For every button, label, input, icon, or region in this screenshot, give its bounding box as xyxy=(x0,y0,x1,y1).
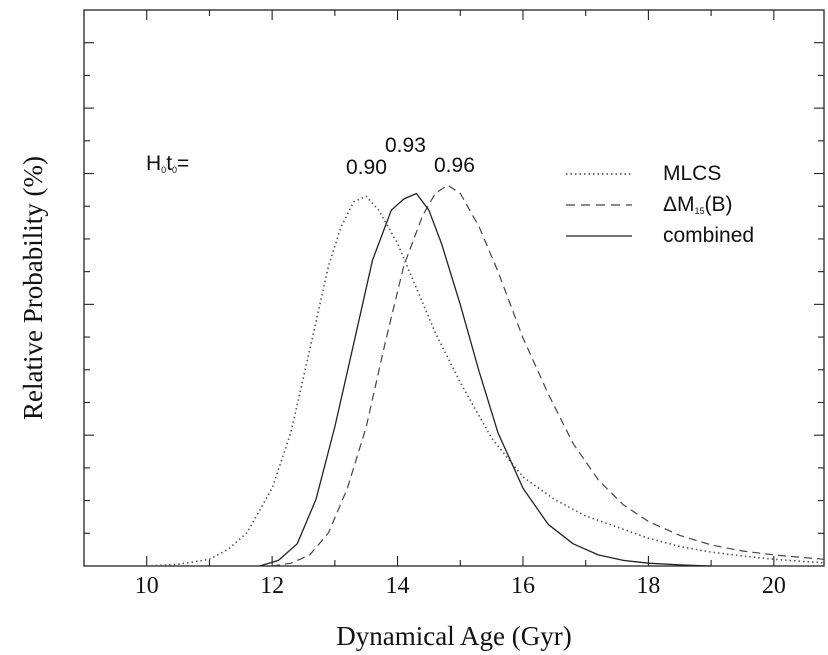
x-tick-labels: 10 12 14 16 18 20 xyxy=(135,573,786,599)
curves xyxy=(146,184,825,567)
x-tick-label: 12 xyxy=(260,573,284,599)
y-axis-title: Relative Probability (%) xyxy=(18,156,48,420)
x-axis-title: Dynamical Age (Gyr) xyxy=(336,621,571,651)
legend: MLCS ΔM15(B) combined xyxy=(566,162,754,247)
x-tick-label: 10 xyxy=(135,573,159,599)
annotation-090: 0.90 xyxy=(346,156,387,179)
x-tick-label: 18 xyxy=(636,573,660,599)
series-line-dotted xyxy=(146,195,825,567)
legend-label-combined: combined xyxy=(663,224,754,247)
series-line-solid xyxy=(259,192,712,567)
axis-ticks xyxy=(83,10,824,566)
annotation-093: 0.93 xyxy=(385,134,426,157)
series-line-dashed xyxy=(272,184,825,567)
x-tick-label: 14 xyxy=(386,573,410,599)
x-tick-label: 20 xyxy=(762,573,786,599)
legend-label-dm15: ΔM15(B) xyxy=(663,193,733,216)
h0t0-label: H0t0= xyxy=(146,152,189,175)
x-tick-label: 16 xyxy=(511,573,535,599)
annotation-096: 0.96 xyxy=(434,154,475,177)
plot-frame xyxy=(83,9,825,567)
legend-label-mlcs: MLCS xyxy=(663,162,721,185)
